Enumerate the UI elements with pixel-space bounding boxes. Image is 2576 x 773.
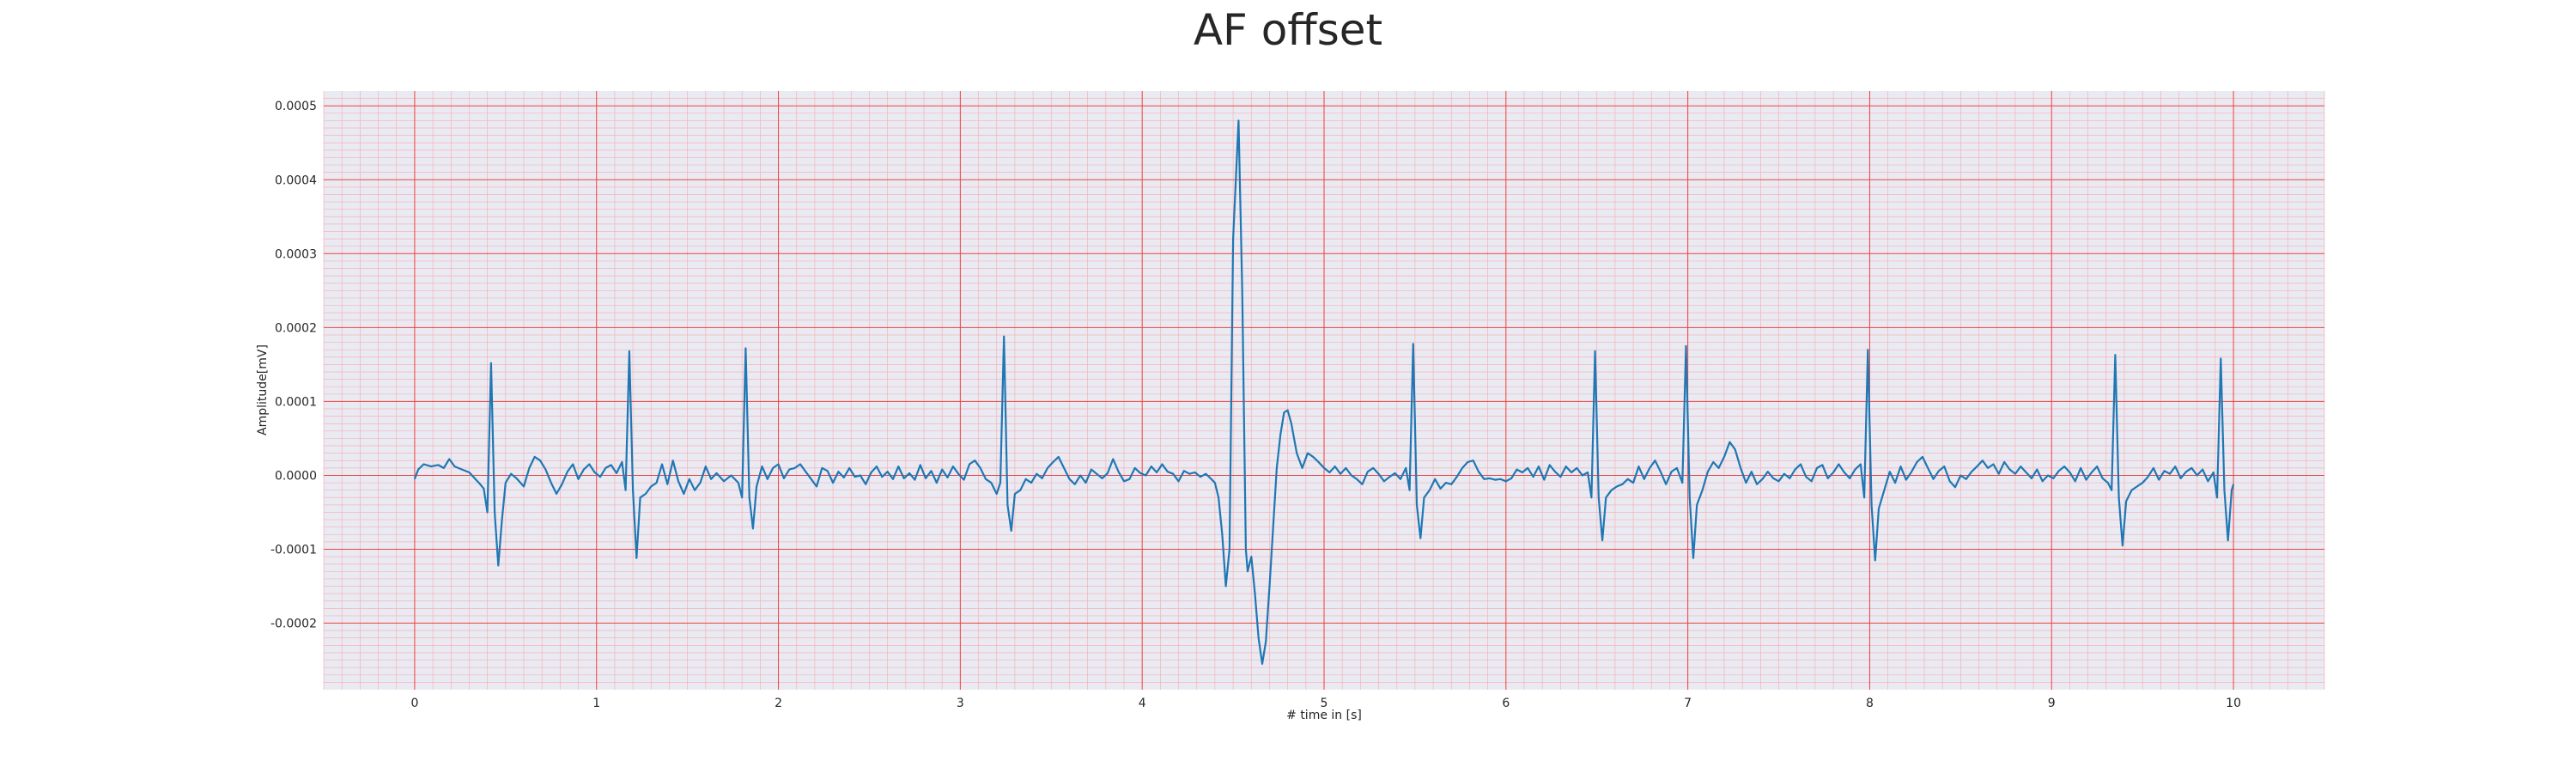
- x-axis-label: # time in [s]: [1286, 709, 1362, 722]
- x-tick-labels: 0 1 2 3 4 5 6 7 8 9 10: [410, 697, 2241, 710]
- y-tick-label: 0.0003: [275, 247, 317, 261]
- x-tick-label: 1: [592, 697, 600, 710]
- y-tick-label: 0.0001: [275, 395, 317, 409]
- y-tick-label: 0.0000: [275, 469, 317, 483]
- series-layer: [413, 119, 2235, 665]
- y-axis-label: Amplitude[mV]: [256, 344, 270, 435]
- y-tick-label: 0.0004: [275, 173, 317, 187]
- x-tick-label: 5: [1321, 697, 1328, 710]
- y-tick-label: 0.0002: [275, 321, 317, 335]
- x-tick-label: 6: [1502, 697, 1510, 710]
- y-tick-labels: -0.0002 -0.0001 0.0000 0.0001 0.0002 0.0003 0.…: [270, 100, 317, 630]
- x-tick-label: 10: [2226, 697, 2241, 710]
- y-tick-label: 0.0005: [275, 100, 317, 113]
- series-line: [413, 119, 2235, 665]
- x-tick-label: 3: [957, 697, 964, 710]
- x-tick-label: 9: [2048, 697, 2056, 710]
- x-tick-label: 7: [1684, 697, 1692, 710]
- y-tick-label: -0.0002: [270, 618, 317, 631]
- x-tick-label: 0: [410, 697, 418, 710]
- x-tick-label: 8: [1866, 697, 1874, 710]
- chart-title: AF offset: [1193, 5, 1383, 55]
- x-tick-label: 4: [1139, 697, 1146, 710]
- y-tick-label: -0.0001: [270, 544, 317, 557]
- x-tick-label: 2: [775, 697, 782, 710]
